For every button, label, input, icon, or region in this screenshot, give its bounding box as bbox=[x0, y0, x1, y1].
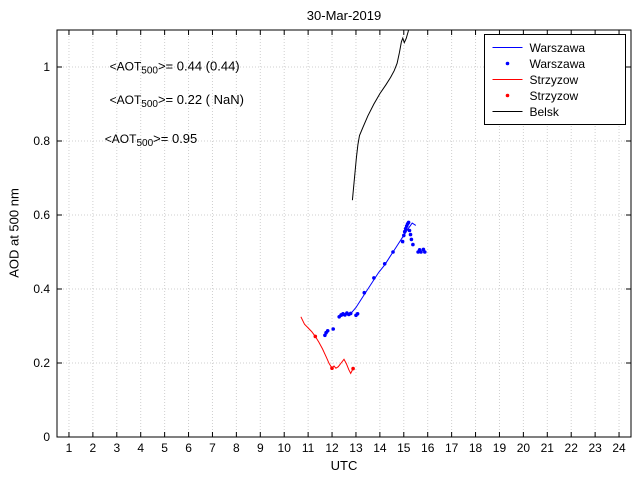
svg-text:1: 1 bbox=[43, 60, 50, 74]
svg-text:14: 14 bbox=[373, 441, 387, 455]
svg-text:9: 9 bbox=[257, 441, 264, 455]
svg-text:11: 11 bbox=[302, 441, 315, 455]
y-tick-labels: 0 0.2 0.4 0.6 0.8 1 bbox=[33, 60, 50, 444]
svg-text:24: 24 bbox=[612, 441, 626, 455]
svg-text:23: 23 bbox=[588, 441, 602, 455]
svg-text:20: 20 bbox=[517, 441, 531, 455]
legend-label: Strzyzow bbox=[530, 73, 579, 87]
svg-text:0.8: 0.8 bbox=[33, 134, 50, 148]
series-strzyzow-scatter bbox=[313, 334, 355, 371]
svg-text:4: 4 bbox=[137, 441, 144, 455]
legend-label: Warszawa bbox=[530, 57, 586, 71]
svg-text:17: 17 bbox=[445, 441, 459, 455]
legend-sample-dot bbox=[505, 93, 510, 98]
x-tick-labels: 1 2 3 4 5 6 7 8 9 10 11 12 13 14 15 16 17 18 19 20 21 22 23 24 bbox=[66, 441, 626, 455]
svg-text:18: 18 bbox=[469, 441, 483, 455]
svg-text:22: 22 bbox=[565, 441, 579, 455]
svg-text:2: 2 bbox=[90, 441, 97, 455]
legend-label: Strzyzow bbox=[530, 89, 579, 103]
svg-text:13: 13 bbox=[349, 441, 363, 455]
svg-text:0.6: 0.6 bbox=[33, 208, 50, 222]
svg-text:19: 19 bbox=[493, 441, 507, 455]
svg-text:6: 6 bbox=[185, 441, 192, 455]
svg-text:0: 0 bbox=[43, 430, 50, 444]
x-axis-label: UTC bbox=[330, 458, 358, 473]
svg-text:15: 15 bbox=[397, 441, 411, 455]
svg-text:16: 16 bbox=[421, 441, 435, 455]
svg-text:3: 3 bbox=[113, 441, 120, 455]
annotation-2: <AOT500>= 0.95 bbox=[105, 131, 197, 149]
legend-sample-dot bbox=[505, 61, 510, 66]
legend-label: Warszawa bbox=[530, 41, 586, 55]
chart-title: 30-Mar-2019 bbox=[306, 8, 382, 23]
svg-text:7: 7 bbox=[209, 441, 216, 455]
annotation-0: <AOT500>= 0.44 (0.44) bbox=[110, 59, 240, 77]
legend: Warszawa Warszawa Strzyzow Strzyzow Belsk bbox=[484, 34, 626, 125]
svg-text:12: 12 bbox=[325, 441, 339, 455]
legend-label: Belsk bbox=[530, 105, 560, 119]
svg-text:10: 10 bbox=[278, 441, 292, 455]
annotation-1: <AOT500>= 0.22 ( NaN) bbox=[110, 92, 244, 110]
svg-text:5: 5 bbox=[161, 441, 168, 455]
svg-text:0.4: 0.4 bbox=[33, 282, 50, 296]
svg-text:21: 21 bbox=[541, 441, 555, 455]
svg-text:1: 1 bbox=[66, 441, 73, 455]
series-warszawa-scatter bbox=[323, 220, 427, 338]
svg-text:8: 8 bbox=[233, 441, 240, 455]
series-layer bbox=[300, 30, 427, 375]
series-belsk-line bbox=[351, 30, 410, 201]
axes bbox=[56, 29, 632, 438]
svg-text:0.2: 0.2 bbox=[33, 356, 50, 370]
